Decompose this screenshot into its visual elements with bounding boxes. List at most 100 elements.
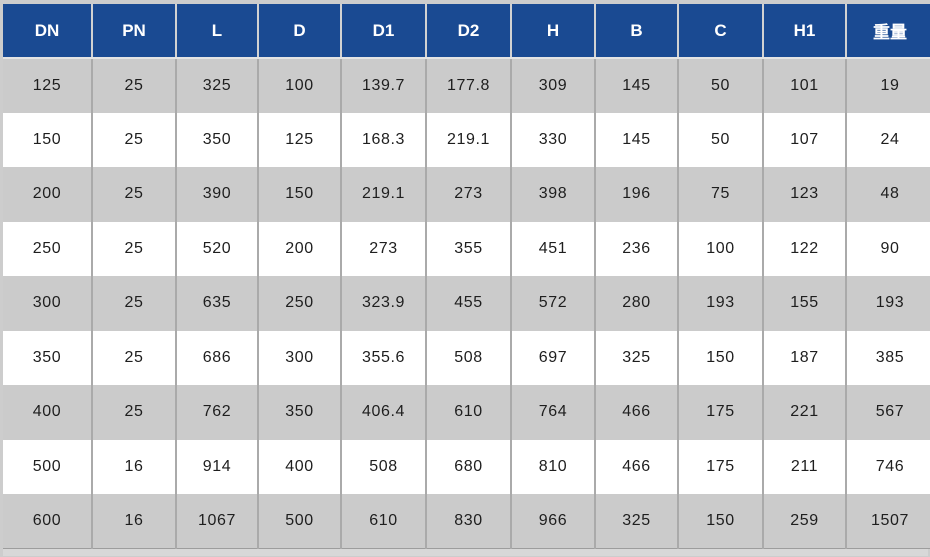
table-cell-h: 966: [510, 494, 595, 549]
table-cell-pn: 16: [91, 494, 176, 549]
table-cell-b: 325: [594, 494, 678, 549]
table-row: 250 25 520 200 273 355 451 236 100 122 90: [3, 221, 930, 276]
table-cell-dn: 150: [3, 112, 92, 167]
table-cell-weight: 193: [845, 276, 930, 331]
table-cell-d: 200: [257, 221, 341, 276]
table-cell-b: 236: [594, 221, 678, 276]
table-cell-b: 466: [594, 439, 678, 494]
column-header-dn: DN: [3, 4, 92, 59]
table-cell-h1: 107: [762, 112, 846, 167]
table-cell-l: 520: [175, 221, 258, 276]
table-cell-b: 280: [594, 276, 678, 331]
table-cell-d1: 168.3: [340, 112, 426, 167]
table-cell-h: 764: [510, 385, 595, 440]
table-cell-d1: 406.4: [340, 385, 426, 440]
table-cell-d2: 273: [425, 167, 511, 222]
table-cell-h1: 101: [762, 58, 846, 113]
table-cell-h: 309: [510, 58, 595, 113]
table-cell-d: 300: [257, 330, 341, 385]
table-cell-dn: 500: [3, 439, 92, 494]
table-cell-h: 398: [510, 167, 595, 222]
table-cell-d2: 680: [425, 439, 511, 494]
table-cell-c: 75: [677, 167, 763, 222]
table-cell-d: 400: [257, 439, 341, 494]
table-cell-d1: 273: [340, 221, 426, 276]
table-cell-d1: 139.7: [340, 58, 426, 113]
table-cell-weight: 567: [845, 385, 930, 440]
table-row: 400 25 762 350 406.4 610 764 466 175 221 567: [3, 385, 930, 440]
table-cell-c: 175: [677, 385, 763, 440]
table-cell-h1: 187: [762, 330, 846, 385]
table-cell-c: 100: [677, 221, 763, 276]
column-header-b: B: [594, 4, 678, 59]
table-cell-weight: 1507: [845, 494, 930, 549]
table-cell-d2: 455: [425, 276, 511, 331]
table-row: 300 25 635 250 323.9 455 572 280 193 155 193: [3, 276, 930, 331]
table-row: 500 16 914 400 508 680 810 466 175 211 746: [3, 439, 930, 494]
table-cell-h: 330: [510, 112, 595, 167]
table-cell-d: 150: [257, 167, 341, 222]
table-cell-dn: 350: [3, 330, 92, 385]
table-cell-l: 914: [175, 439, 258, 494]
table-cell-weight: 746: [845, 439, 930, 494]
table-cell-d2: 355: [425, 221, 511, 276]
table-cell-d: 250: [257, 276, 341, 331]
table-cell-h: 697: [510, 330, 595, 385]
table-cell-l: 762: [175, 385, 258, 440]
table-cell-pn: 25: [91, 221, 176, 276]
table-cell-d2: 830: [425, 494, 511, 549]
table-cell-b: 196: [594, 167, 678, 222]
table-cell-pn: 25: [91, 58, 176, 113]
table-cell-c: 193: [677, 276, 763, 331]
table-header-row: DN PN L D D1 D2 H B C H1 重量: [3, 4, 930, 59]
table-cell-d1: 323.9: [340, 276, 426, 331]
table-cell-dn: 250: [3, 221, 92, 276]
table-cell-c: 150: [677, 494, 763, 549]
table-cell-d2: 177.8: [425, 58, 511, 113]
table-cell-h: 451: [510, 221, 595, 276]
table-cell-c: 50: [677, 58, 763, 113]
table-cell-dn: 125: [3, 58, 92, 113]
table-row: 350 25 686 300 355.6 508 697 325 150 187 385: [3, 330, 930, 385]
column-header-d1: D1: [340, 4, 426, 59]
table-cell-h1: 259: [762, 494, 846, 549]
table-cell-dn: 600: [3, 494, 92, 549]
table-cell-d1: 355.6: [340, 330, 426, 385]
table-cell-pn: 16: [91, 439, 176, 494]
table-cell-weight: 48: [845, 167, 930, 222]
table-cell-d: 500: [257, 494, 341, 549]
table-cell-c: 175: [677, 439, 763, 494]
table-header: DN PN L D D1 D2 H B C H1 重量: [3, 4, 930, 59]
column-header-c: C: [677, 4, 763, 59]
table-cell-dn: 300: [3, 276, 92, 331]
table-cell-d: 100: [257, 58, 341, 113]
table-cell-d: 350: [257, 385, 341, 440]
column-header-l: L: [175, 4, 258, 59]
table-cell-h1: 123: [762, 167, 846, 222]
table-cell-d1: 508: [340, 439, 426, 494]
table-cell-d1: 219.1: [340, 167, 426, 222]
table-cell-c: 150: [677, 330, 763, 385]
table-body: 125 25 325 100 139.7 177.8 309 145 50 101 19 150 25 3…: [3, 58, 930, 549]
bottom-strip: [3, 549, 928, 556]
table-cell-weight: 24: [845, 112, 930, 167]
table-cell-c: 50: [677, 112, 763, 167]
table-cell-weight: 19: [845, 58, 930, 113]
table-cell-pn: 25: [91, 167, 176, 222]
table-cell-h1: 211: [762, 439, 846, 494]
table-cell-b: 145: [594, 58, 678, 113]
table-cell-h1: 155: [762, 276, 846, 331]
table-cell-h1: 122: [762, 221, 846, 276]
table-cell-d1: 610: [340, 494, 426, 549]
table-cell-b: 466: [594, 385, 678, 440]
table-cell-dn: 200: [3, 167, 92, 222]
table-cell-d2: 508: [425, 330, 511, 385]
table-cell-l: 686: [175, 330, 258, 385]
table-cell-dn: 400: [3, 385, 92, 440]
table-cell-weight: 90: [845, 221, 930, 276]
table-cell-l: 350: [175, 112, 258, 167]
table-row: 150 25 350 125 168.3 219.1 330 145 50 107 24: [3, 112, 930, 167]
column-header-d: D: [257, 4, 341, 59]
table-cell-l: 635: [175, 276, 258, 331]
